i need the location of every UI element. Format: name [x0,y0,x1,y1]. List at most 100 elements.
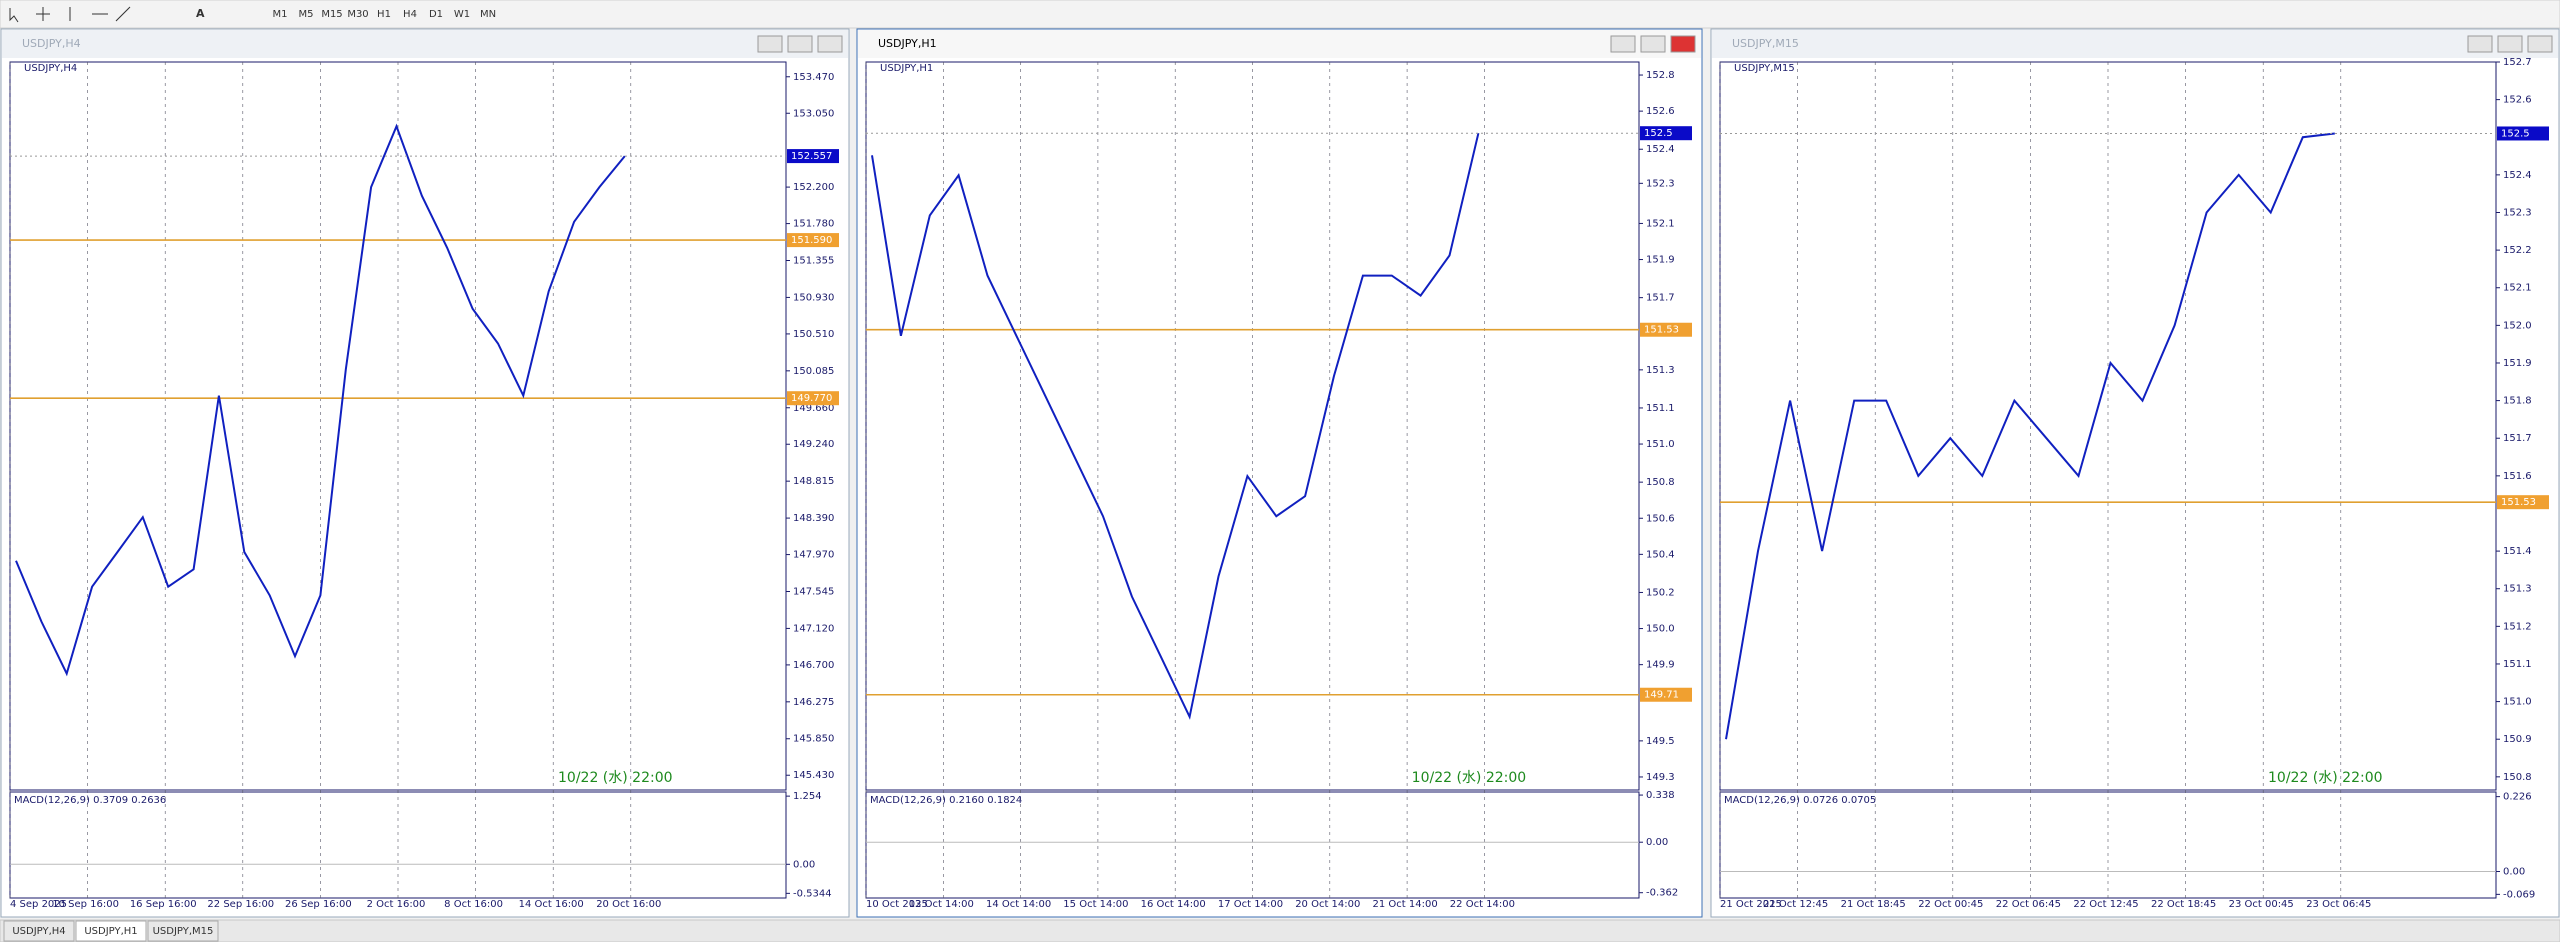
y-tick-label: 148.815 [793,476,834,487]
timeframe-button[interactable]: D1 [429,9,443,20]
close-button[interactable] [2527,35,2553,53]
time-label: 17 Oct 14:00 [1218,899,1283,910]
price-line [1725,132,2335,740]
tab[interactable] [75,920,147,942]
y-tick-label: 151.3 [2503,584,2532,595]
time-label: 22 Oct 00:45 [1918,899,1983,910]
time-label: 10 Oct 2025 [866,899,928,910]
y-tick-label: 149.9 [1646,660,1675,671]
level-tag [787,233,839,248]
text-tool[interactable]: A [196,7,205,20]
close-button[interactable] [1670,35,1696,53]
timeframe-button[interactable]: M15 [321,9,342,20]
time-annotation: 10/22 (水) 22:00 [2268,770,2383,786]
y-tick-label: 148.390 [793,513,834,524]
y-tick-label: 147.545 [793,586,834,597]
current-price-label: 152.5 [1644,128,1673,139]
trend-tool[interactable] [115,6,131,22]
y-tick-label: 151.1 [2503,659,2532,670]
toolbar [0,0,2560,29]
time-label: 26 Sep 16:00 [285,899,352,910]
timeframe-button[interactable]: H4 [403,9,417,20]
tab[interactable] [3,920,75,942]
level-tag [2497,495,2549,510]
y-tick-label: 152.7 [2503,57,2532,68]
timeframe-button[interactable]: M1 [273,9,288,20]
time-label: 20 Oct 14:00 [1295,899,1360,910]
title-bar [2,30,848,58]
y-tick-label: 151.355 [793,256,834,267]
timeframe-button[interactable]: M30 [347,9,368,20]
y-tick-label: 145.850 [793,734,834,745]
time-label: 14 Oct 14:00 [986,899,1051,910]
y-tick-label: 153.050 [793,108,834,119]
close-button[interactable] [817,35,843,53]
cursor-tool[interactable] [9,8,19,23]
y-tick-label: 150.8 [1646,477,1675,488]
current-price-tag [787,149,839,164]
tab-label[interactable]: USDJPY,M15 [153,926,214,937]
current-price-label: 152.5 [2501,128,2530,139]
minimize-button[interactable] [2467,35,2493,53]
timeframe-button[interactable]: H1 [377,9,391,20]
crosshair-tool[interactable] [36,7,50,21]
current-price-tag [1640,126,1692,141]
symbol-label: USDJPY,H4 [24,63,77,74]
y-tick-label: 152.1 [2503,283,2532,294]
minimize-button[interactable] [757,35,783,53]
time-label: 22 Sep 16:00 [207,899,274,910]
symbol-label: USDJPY,M15 [1734,63,1795,74]
time-label: 22 Oct 06:45 [1996,899,2061,910]
timeframe-button[interactable]: MN [480,9,496,20]
window-title: USDJPY,H1 [878,37,937,50]
y-tick-label: 151.6 [2503,471,2532,482]
y-tick-label: 151.0 [2503,697,2532,708]
price-line [15,123,626,677]
y-tick-label: 151.9 [1646,255,1675,266]
y-tick-label: 152.2 [2503,245,2532,256]
y-tick-label: 152.4 [2503,170,2532,181]
time-label: 8 Oct 16:00 [444,899,503,910]
time-label: 21 Oct 12:45 [1763,899,1828,910]
time-label: 14 Oct 16:00 [519,899,584,910]
time-label: 4 Sep 2025 [10,899,67,910]
timeframe-button[interactable]: M5 [299,9,314,20]
macd-label: MACD(12,26,9) 0.0726 0.0705 [1724,795,1876,806]
tab-label[interactable]: USDJPY,H1 [84,926,137,937]
y-tick-label: 149.240 [793,439,834,450]
level-tag [1640,322,1692,337]
y-tick-label: 147.970 [793,550,834,561]
tab[interactable] [147,920,219,942]
macd-label: MACD(12,26,9) 0.3709 0.2636 [14,795,166,806]
timeframe-button[interactable]: W1 [454,9,470,20]
y-tick-label: 146.700 [793,660,834,671]
level-label: 151.590 [791,235,832,246]
y-tick-label: 145.430 [793,770,834,781]
y-tick-label: 150.930 [793,292,834,303]
tab-bar [0,919,2560,942]
time-label: 2 Oct 16:00 [367,899,426,910]
level-label: 149.770 [791,393,832,404]
y-tick-label: 152.3 [2503,207,2532,218]
macd-tick-label: -0.362 [1646,888,1678,899]
macd-pane [9,791,787,899]
level-label: 151.53 [2501,497,2536,508]
y-tick-label: 150.4 [1646,549,1675,560]
minimize-button[interactable] [1610,35,1636,53]
time-label: 15 Oct 14:00 [1063,899,1128,910]
y-tick-label: 151.9 [2503,358,2532,369]
y-tick-label: 151.0 [1646,439,1675,450]
time-label: 23 Oct 06:45 [2306,899,2371,910]
maximize-button[interactable] [787,35,813,53]
y-tick-label: 152.6 [1646,106,1675,117]
y-tick-label: 151.4 [2503,546,2532,557]
macd-pane [865,791,1640,899]
maximize-button[interactable] [1640,35,1666,53]
current-price-label: 152.557 [791,151,832,162]
y-tick-label: 150.085 [793,366,834,377]
maximize-button[interactable] [2497,35,2523,53]
tab-label[interactable]: USDJPY,H4 [12,926,65,937]
y-tick-label: 151.7 [1646,293,1675,304]
